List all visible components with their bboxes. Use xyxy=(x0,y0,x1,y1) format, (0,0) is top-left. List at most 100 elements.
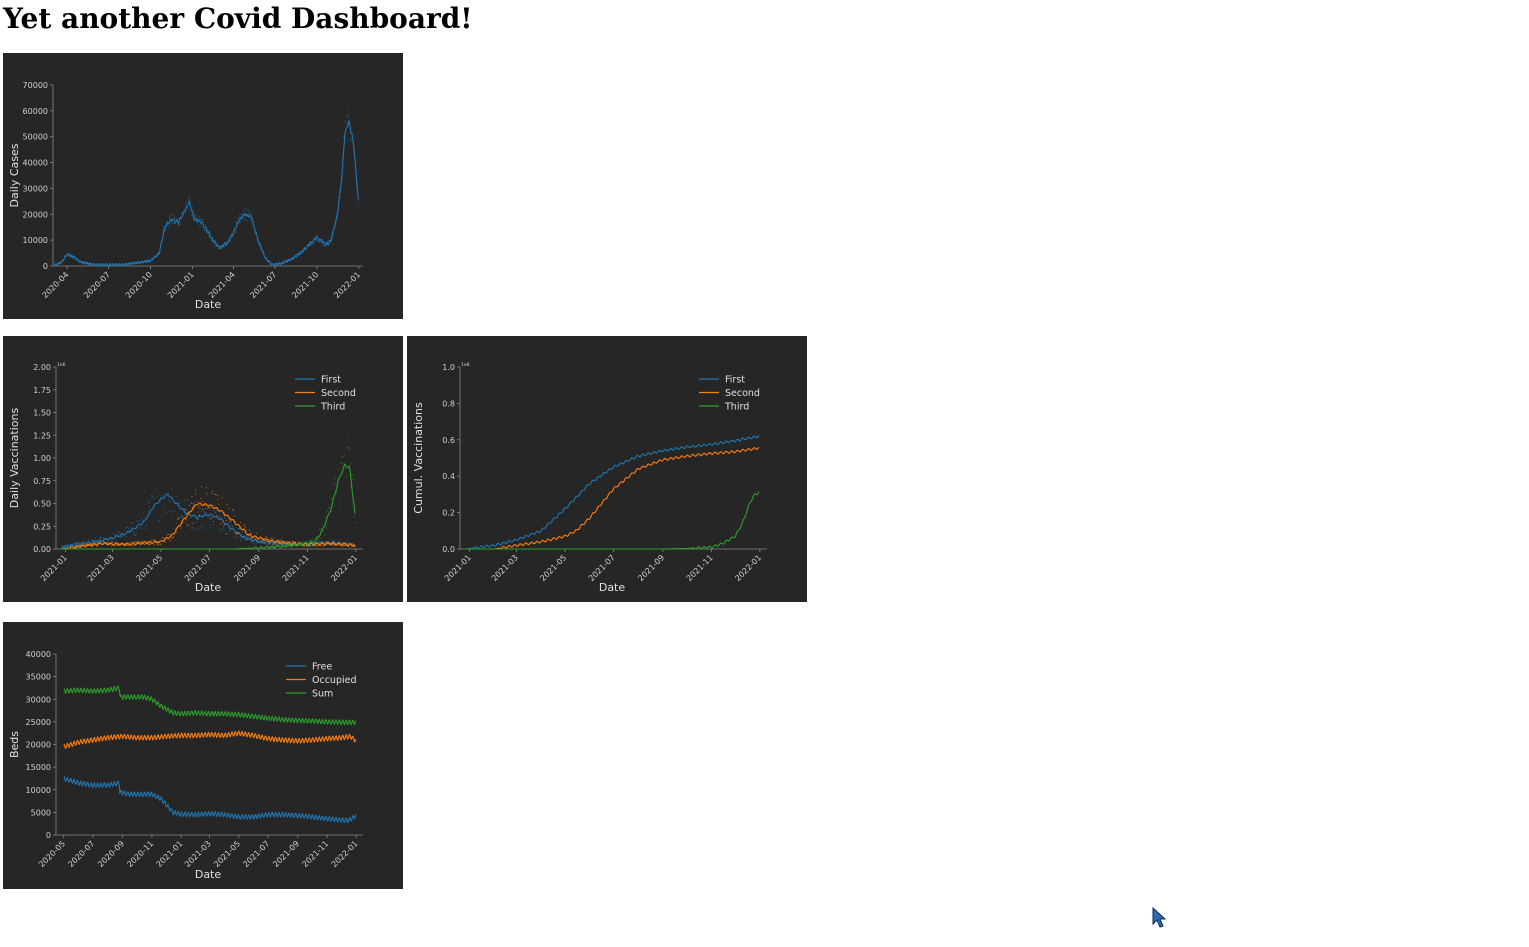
data-point xyxy=(119,543,121,545)
data-point xyxy=(300,544,302,547)
data-point xyxy=(115,532,117,534)
data-point xyxy=(177,518,179,521)
data-point xyxy=(236,223,238,225)
data-point xyxy=(137,529,139,531)
data-point xyxy=(312,539,314,541)
data-point xyxy=(94,542,96,544)
y-tick-label: 20000 xyxy=(23,210,48,219)
data-point xyxy=(127,545,129,547)
y-axis-label: Daily Cases xyxy=(8,143,21,207)
data-point xyxy=(68,544,71,546)
data-point xyxy=(107,542,109,544)
data-point xyxy=(298,542,300,544)
data-point xyxy=(65,254,67,257)
data-point xyxy=(200,510,203,512)
data-point xyxy=(166,537,168,539)
data-point xyxy=(147,500,149,502)
data-point xyxy=(154,256,156,259)
data-point xyxy=(204,528,207,530)
data-point xyxy=(221,529,223,531)
data-point xyxy=(319,544,321,546)
y-tick-label: 0.6 xyxy=(442,436,455,445)
data-point xyxy=(241,525,243,527)
data-point xyxy=(90,542,92,544)
data-point xyxy=(174,222,176,224)
data-point xyxy=(157,486,159,488)
y-tick-label: 20000 xyxy=(26,741,51,750)
data-point xyxy=(168,216,170,218)
data-point xyxy=(112,544,114,546)
data-point xyxy=(310,542,312,544)
data-point xyxy=(96,543,98,545)
data-point xyxy=(261,251,263,253)
data-point xyxy=(244,218,246,220)
data-point xyxy=(297,253,299,255)
data-point xyxy=(318,528,320,530)
data-point xyxy=(226,242,228,244)
data-point xyxy=(200,219,202,221)
data-point xyxy=(222,245,225,247)
data-point xyxy=(320,238,323,241)
data-point xyxy=(128,544,130,546)
data-point xyxy=(260,541,262,543)
data-point xyxy=(138,520,140,522)
data-point xyxy=(197,506,199,508)
data-point xyxy=(140,540,142,542)
data-point xyxy=(267,538,269,540)
data-point xyxy=(201,500,203,502)
data-point xyxy=(263,256,266,258)
y-multiplier-label: 1e8 xyxy=(461,362,470,368)
data-point xyxy=(309,542,311,544)
data-point xyxy=(309,545,311,547)
data-point xyxy=(197,218,199,220)
data-point xyxy=(219,515,221,517)
data-point xyxy=(300,252,302,255)
data-point xyxy=(289,545,291,547)
data-point xyxy=(178,517,180,519)
data-point xyxy=(175,222,177,224)
data-point xyxy=(196,500,198,503)
data-point xyxy=(352,132,354,134)
data-point xyxy=(337,468,339,470)
data-point xyxy=(66,253,68,255)
data-point xyxy=(271,543,273,545)
data-point xyxy=(232,235,234,237)
data-point xyxy=(213,504,215,507)
y-tick-label: 70000 xyxy=(23,81,48,90)
data-point xyxy=(191,207,194,209)
data-point xyxy=(232,533,234,535)
data-point xyxy=(181,514,183,516)
data-point xyxy=(336,218,338,221)
data-point xyxy=(303,250,305,252)
data-point xyxy=(216,494,219,497)
data-point xyxy=(346,437,348,439)
data-point xyxy=(125,527,127,529)
data-point xyxy=(310,540,312,542)
data-point xyxy=(78,260,80,262)
data-point xyxy=(310,244,313,246)
x-tick-label: 2021-01 xyxy=(155,839,185,869)
data-point xyxy=(208,235,210,237)
data-point xyxy=(298,543,300,545)
data-point xyxy=(344,467,347,470)
y-tick-label: 0.00 xyxy=(33,545,51,554)
data-point xyxy=(257,539,259,541)
data-point xyxy=(349,485,351,488)
data-point xyxy=(330,511,332,513)
data-point xyxy=(69,255,71,257)
data-point xyxy=(303,545,305,547)
data-point xyxy=(344,142,346,144)
data-point xyxy=(245,208,247,210)
data-point xyxy=(196,216,198,218)
data-point xyxy=(293,545,295,547)
data-point xyxy=(152,539,154,541)
data-point xyxy=(192,523,194,525)
data-point xyxy=(233,536,235,538)
y-tick-label: 1.0 xyxy=(442,363,455,372)
data-point xyxy=(345,476,347,478)
data-point xyxy=(139,542,141,544)
data-point xyxy=(107,539,109,541)
data-point xyxy=(141,517,143,519)
data-point xyxy=(169,540,172,542)
x-tick-label: 2021-09 xyxy=(232,553,262,583)
